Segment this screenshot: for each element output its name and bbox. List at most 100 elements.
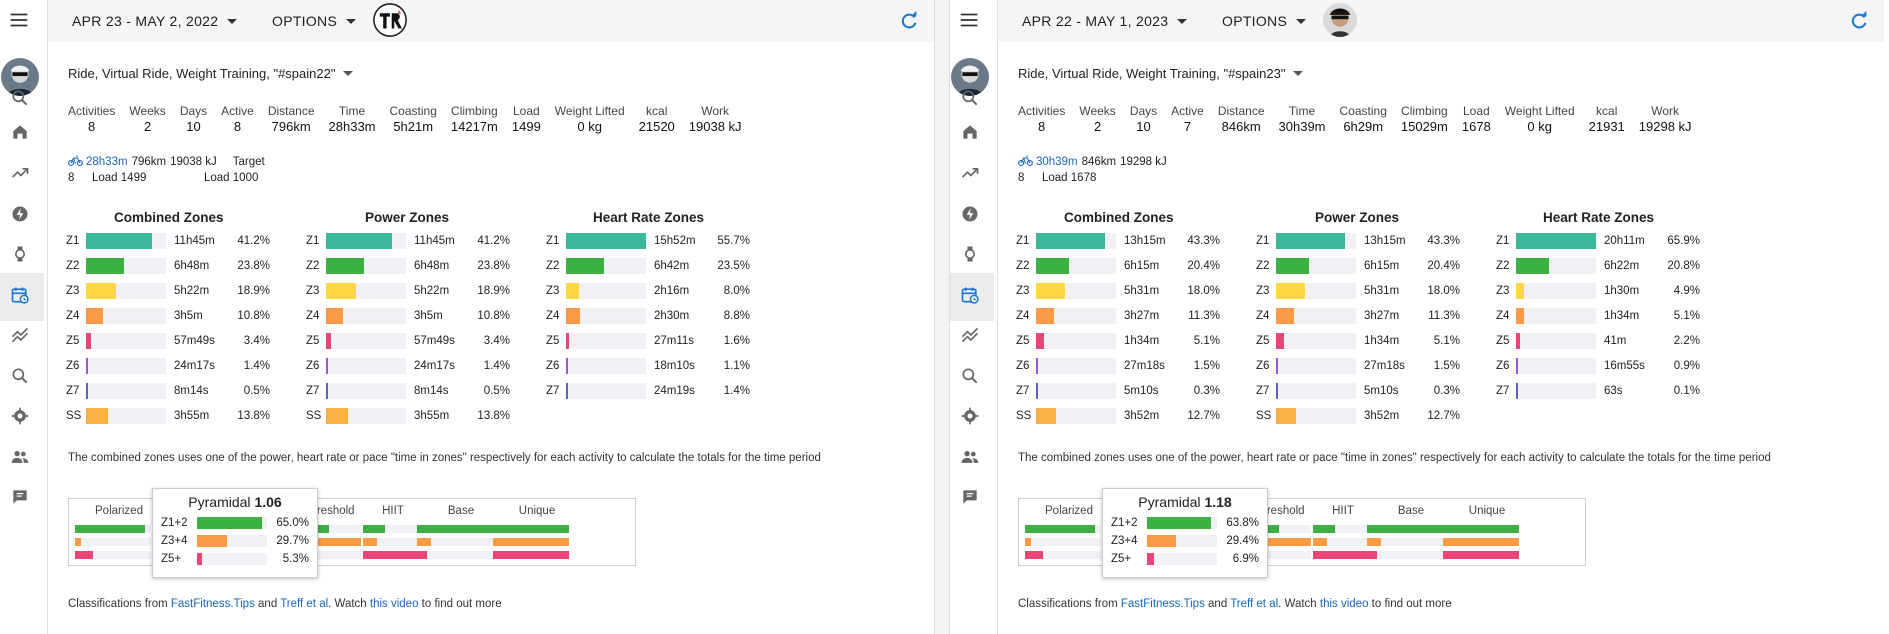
- pyramidal-percent: 29.7%: [276, 535, 309, 547]
- zone-bar-track: [1036, 283, 1116, 299]
- zone-bar-track: [86, 233, 166, 249]
- combined-zones-title: Combined Zones: [1064, 210, 1174, 225]
- stat-label: Distance: [267, 104, 315, 118]
- heart-rate-zones-row: Z6 18m10s 1.1%: [546, 357, 750, 375]
- sidebar-item-search[interactable]: [0, 76, 44, 124]
- zone-name: Z1: [1016, 235, 1030, 247]
- stat-value: 5h21m: [393, 119, 434, 134]
- classification-bar: [285, 538, 361, 546]
- date-range-button[interactable]: APR 23 - MAY 2, 2022: [72, 0, 238, 42]
- classification-bar: [1367, 525, 1443, 533]
- footer-link[interactable]: Treff et al: [1230, 598, 1279, 610]
- menu-icon[interactable]: [958, 9, 980, 31]
- classification-box: Polarized Threshold HIIT Base Unique: [1018, 498, 1586, 566]
- sidebar-item-calendar-chart[interactable]: [0, 273, 44, 321]
- athlete-avatar[interactable]: [1323, 3, 1357, 37]
- sidebar-item-search[interactable]: [950, 76, 994, 124]
- sidebar-item-calendar-chart[interactable]: [950, 273, 994, 321]
- classification-bar: [1313, 525, 1335, 533]
- sidebar-item-home[interactable]: [0, 110, 44, 158]
- classification-hiit[interactable]: HIIT: [1311, 499, 1377, 567]
- classification-unique[interactable]: Unique: [1441, 499, 1533, 567]
- zone-time: 2h16m: [654, 285, 690, 297]
- date-range-button[interactable]: APR 22 - MAY 1, 2023: [1022, 0, 1188, 42]
- zone-name: Z2: [1256, 260, 1270, 272]
- sidebar-item-search[interactable]: [950, 354, 994, 402]
- activity-type-filter[interactable]: Ride, Virtual Ride, Weight Training, "#s…: [68, 66, 354, 81]
- zone-name: Z4: [546, 310, 560, 322]
- stat-value: 10: [186, 119, 201, 134]
- power-zones-row: Z2 6h15m 20.4%: [1256, 257, 1460, 275]
- sidebar-item-search[interactable]: [0, 354, 44, 402]
- sidebar-item-chat[interactable]: [950, 475, 994, 523]
- classification-polarized[interactable]: Polarized: [1023, 499, 1115, 567]
- zone-time: 8m14s: [174, 385, 209, 397]
- activity-type-filter[interactable]: Ride, Virtual Ride, Weight Training, "#s…: [1018, 66, 1304, 81]
- sport-time[interactable]: 30h39m: [1036, 156, 1078, 168]
- sidebar-item-bolt[interactable]: [0, 192, 44, 240]
- zone-percent: 41.2%: [237, 235, 270, 247]
- combined-zones-row: Z4 3h5m 10.8%: [66, 307, 270, 325]
- sidebar-item-trend[interactable]: [0, 151, 44, 199]
- footer-link[interactable]: this video: [369, 598, 419, 610]
- sidebar-item-chat[interactable]: [0, 475, 44, 523]
- pyramidal-card[interactable]: Pyramidal 1.18 Z1+2 63.8% Z3+4 29.4% Z5+ 6.9%: [1102, 488, 1268, 578]
- classification-base[interactable]: Base: [1365, 499, 1457, 567]
- sidebar-item-trend[interactable]: [950, 151, 994, 199]
- avatar[interactable]: [1, 58, 39, 96]
- zone-name: Z1: [1496, 235, 1510, 247]
- pyramidal-value: 1.18: [1204, 494, 1232, 510]
- stat-climbing: Climbing 14217m: [451, 104, 498, 134]
- classification-unique[interactable]: Unique: [491, 499, 583, 567]
- classification-footer: Classifications from FastFitness.Tips an…: [1018, 598, 1452, 610]
- athlete-avatar[interactable]: [373, 3, 407, 37]
- sidebar-item-multi-trend[interactable]: [0, 313, 44, 361]
- refresh-icon[interactable]: [898, 10, 920, 32]
- footer-link[interactable]: this video: [1319, 598, 1369, 610]
- zone-name: Z5: [1496, 335, 1510, 347]
- classification-hiit[interactable]: HIIT: [361, 499, 427, 567]
- home-icon: [960, 122, 980, 147]
- zone-time: 5h22m: [414, 285, 450, 297]
- zone-bar-track: [1516, 333, 1596, 349]
- menu-icon[interactable]: [8, 9, 30, 31]
- stat-label: Work: [701, 104, 730, 118]
- stat-label: Climbing: [451, 104, 498, 118]
- classification-label: HIIT: [1332, 505, 1354, 517]
- classification-bar: [417, 538, 431, 546]
- sidebar-item-people[interactable]: [950, 435, 994, 483]
- sidebar-item-gear[interactable]: [0, 394, 44, 442]
- sport-distance: 796km: [131, 156, 167, 168]
- sidebar-item-home[interactable]: [950, 110, 994, 158]
- power-zones-row: Z3 5h31m 18.0%: [1256, 282, 1460, 300]
- sidebar-item-bolt[interactable]: [950, 192, 994, 240]
- classification-polarized[interactable]: Polarized: [73, 499, 165, 567]
- pyramidal-card[interactable]: Pyramidal 1.06 Z1+2 65.0% Z3+4 29.7% Z5+ 5.3%: [152, 488, 318, 578]
- sport-time[interactable]: 28h33m: [86, 156, 128, 168]
- footer-link[interactable]: Treff et al: [280, 598, 329, 610]
- sidebar-item-watch[interactable]: [0, 232, 44, 280]
- zone-name: Z2: [66, 260, 80, 272]
- sidebar-item-watch[interactable]: [950, 232, 994, 280]
- sidebar-item-multi-trend[interactable]: [950, 313, 994, 361]
- classification-base[interactable]: Base: [415, 499, 507, 567]
- zone-percent: 43.3%: [1187, 235, 1220, 247]
- stat-value: 0 kg: [1527, 119, 1552, 134]
- options-button[interactable]: OPTIONS: [1222, 0, 1307, 42]
- classification-bar: [1443, 538, 1519, 546]
- sidebar-item-people[interactable]: [0, 435, 44, 483]
- pane-divider[interactable]: [934, 0, 950, 634]
- zone-time: 6h22m: [1604, 260, 1640, 272]
- footer-link[interactable]: FastFitness.Tips: [170, 598, 255, 610]
- zone-name: Z6: [1256, 360, 1270, 372]
- footer-link[interactable]: FastFitness.Tips: [1120, 598, 1205, 610]
- options-button[interactable]: OPTIONS: [272, 0, 357, 42]
- footer-text: Classifications from: [1018, 598, 1121, 610]
- stat-time: Time 30h39m: [1279, 104, 1326, 134]
- sidebar-item-gear[interactable]: [950, 394, 994, 442]
- classification-bar: [1313, 551, 1377, 559]
- refresh-icon[interactable]: [1848, 10, 1870, 32]
- zone-percent: 5.1%: [1193, 335, 1220, 347]
- zone-bar-track: [1276, 283, 1356, 299]
- zone-bar: [1036, 258, 1069, 274]
